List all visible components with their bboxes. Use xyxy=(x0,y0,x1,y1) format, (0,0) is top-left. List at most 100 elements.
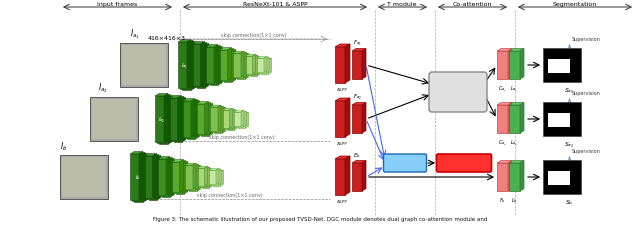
Polygon shape xyxy=(183,101,191,137)
Text: T module: T module xyxy=(387,2,417,7)
Polygon shape xyxy=(200,168,210,169)
Polygon shape xyxy=(214,109,223,133)
Polygon shape xyxy=(195,101,200,139)
Polygon shape xyxy=(205,44,209,89)
Polygon shape xyxy=(209,170,216,184)
Polygon shape xyxy=(168,96,172,144)
Polygon shape xyxy=(212,107,223,109)
Polygon shape xyxy=(170,159,174,197)
Polygon shape xyxy=(508,161,512,191)
Text: ASPP: ASPP xyxy=(337,199,348,203)
Polygon shape xyxy=(241,111,244,126)
Text: $C_{a_1}$: $C_{a_1}$ xyxy=(498,84,507,93)
Polygon shape xyxy=(209,168,219,170)
Polygon shape xyxy=(206,48,214,84)
Polygon shape xyxy=(163,159,174,161)
Polygon shape xyxy=(184,162,188,194)
Polygon shape xyxy=(497,52,508,80)
Polygon shape xyxy=(211,171,218,185)
Polygon shape xyxy=(205,102,209,134)
Polygon shape xyxy=(520,103,524,133)
Text: $S_{a_2}$: $S_{a_2}$ xyxy=(564,139,575,149)
Polygon shape xyxy=(176,162,188,164)
Polygon shape xyxy=(236,112,246,114)
Polygon shape xyxy=(230,49,234,82)
Polygon shape xyxy=(207,168,210,187)
Polygon shape xyxy=(234,111,237,131)
Polygon shape xyxy=(352,161,366,163)
Text: $S_b$: $S_b$ xyxy=(565,197,574,206)
Polygon shape xyxy=(210,108,218,131)
Polygon shape xyxy=(143,154,147,202)
Polygon shape xyxy=(198,166,207,168)
Polygon shape xyxy=(182,161,186,193)
Polygon shape xyxy=(198,106,207,135)
Polygon shape xyxy=(352,52,362,80)
Polygon shape xyxy=(185,103,193,138)
Polygon shape xyxy=(245,113,248,128)
Polygon shape xyxy=(259,60,266,74)
Text: $F_{a_1}$: $F_{a_1}$ xyxy=(353,38,362,47)
Polygon shape xyxy=(159,96,172,99)
Polygon shape xyxy=(241,52,244,78)
Polygon shape xyxy=(237,56,245,80)
Text: ResNeXt-101 & ASPP: ResNeXt-101 & ASPP xyxy=(243,2,307,7)
Polygon shape xyxy=(141,153,145,201)
Polygon shape xyxy=(224,53,232,83)
FancyBboxPatch shape xyxy=(436,154,492,172)
Polygon shape xyxy=(352,163,362,191)
Bar xyxy=(90,98,138,141)
Polygon shape xyxy=(209,168,212,188)
Polygon shape xyxy=(157,98,166,143)
Polygon shape xyxy=(187,40,191,89)
Polygon shape xyxy=(232,50,236,83)
Polygon shape xyxy=(335,48,345,84)
Polygon shape xyxy=(234,111,244,113)
Polygon shape xyxy=(236,55,243,79)
Text: Input frames: Input frames xyxy=(97,2,137,7)
Polygon shape xyxy=(147,155,159,157)
Polygon shape xyxy=(185,163,196,165)
Bar xyxy=(60,155,108,199)
Text: $I_b$: $I_b$ xyxy=(135,173,141,182)
Polygon shape xyxy=(185,100,197,103)
Polygon shape xyxy=(132,153,145,155)
Polygon shape xyxy=(509,163,520,191)
Polygon shape xyxy=(159,99,168,144)
Polygon shape xyxy=(214,108,225,109)
Polygon shape xyxy=(335,101,345,137)
Polygon shape xyxy=(197,47,205,89)
Polygon shape xyxy=(177,96,182,140)
Polygon shape xyxy=(508,49,512,80)
Polygon shape xyxy=(212,109,220,132)
Polygon shape xyxy=(253,55,255,75)
Polygon shape xyxy=(259,58,269,60)
Text: ASPP: ASPP xyxy=(337,141,348,145)
Bar xyxy=(92,100,136,139)
Polygon shape xyxy=(335,45,350,48)
Polygon shape xyxy=(509,161,524,163)
Bar xyxy=(62,157,106,197)
Bar xyxy=(543,49,581,83)
Polygon shape xyxy=(139,152,143,200)
Polygon shape xyxy=(335,159,345,195)
Polygon shape xyxy=(497,163,508,191)
Polygon shape xyxy=(134,154,147,156)
Polygon shape xyxy=(243,112,246,127)
Polygon shape xyxy=(220,170,223,186)
Polygon shape xyxy=(209,104,213,136)
Text: $F_{a_2}$: $F_{a_2}$ xyxy=(353,92,362,101)
Polygon shape xyxy=(227,48,232,81)
Polygon shape xyxy=(246,55,255,57)
Polygon shape xyxy=(257,57,267,59)
Polygon shape xyxy=(193,163,196,189)
Polygon shape xyxy=(352,106,362,133)
Polygon shape xyxy=(246,57,253,75)
Text: $L_b$: $L_b$ xyxy=(511,195,518,204)
Polygon shape xyxy=(155,94,168,96)
Polygon shape xyxy=(237,54,248,56)
Polygon shape xyxy=(188,101,200,104)
Polygon shape xyxy=(335,156,350,159)
Polygon shape xyxy=(257,57,260,77)
Polygon shape xyxy=(248,58,255,76)
